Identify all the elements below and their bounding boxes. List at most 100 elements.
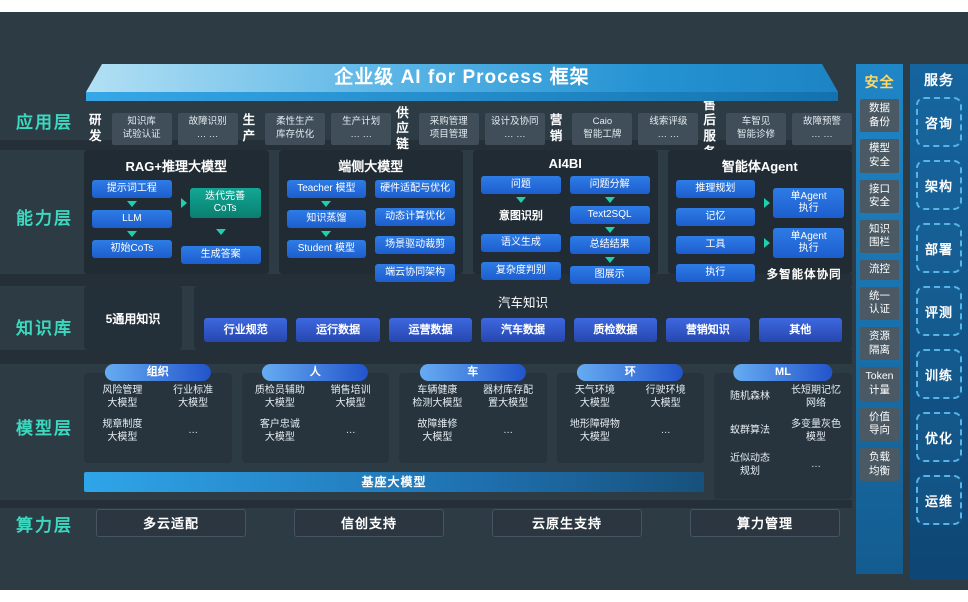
flow-chip: 图展示 xyxy=(569,266,650,284)
layer-separator xyxy=(0,140,852,150)
agent-note: 多智能体协同 xyxy=(766,269,842,281)
model-layer-row: 组织 风险管理 大模型 行业标准 大模型 规章制度 大模型 … 人质检员辅助 大模型 销售培… xyxy=(84,364,852,502)
flow-chip-with-arrow: 迭代完善 CoTs xyxy=(180,188,261,218)
flow-column: 硬件适配与优化 动态计算优化 场景驱动裁剪 端云协同架构 xyxy=(375,180,455,282)
compute-chip: 算力管理 xyxy=(690,509,840,537)
app-chip: 车智见 智能诊修 xyxy=(725,113,786,145)
arrow-down-icon xyxy=(604,227,615,233)
flow-column: Teacher 模型 知识蒸馏 Student 模型 xyxy=(286,180,367,282)
flow-column: 迭代完善 CoTs 生成答案 xyxy=(180,180,261,267)
auto-knowledge-title: 汽车知识 xyxy=(497,296,548,310)
security-item: 接口 安全 xyxy=(860,179,899,213)
flow-chip: 记忆 xyxy=(675,208,756,226)
model-item: 器材库存配 置大模型 xyxy=(483,385,534,409)
knowledge-chip: 营销知识 xyxy=(666,318,750,342)
capability-box-title: 智能体Agent xyxy=(721,159,798,174)
knowledge-chip: 质检数据 xyxy=(573,318,658,342)
flow-chip: 知识蒸馏 xyxy=(286,210,367,228)
capability-box-columns: Teacher 模型 知识蒸馏 Student 模型 硬件适配与优化 动态计算优化 场景驱… xyxy=(286,180,455,282)
flow-chip: 单Agent 执行 xyxy=(773,188,844,218)
app-group: 供应 链采购管理 项目管理 设计及协同 … … xyxy=(391,106,545,153)
model-group: 车车辆健康 检测大模型 器材库存配 置大模型 故障维修 大模型… xyxy=(399,364,547,463)
app-chip: Caio 智能工牌 xyxy=(572,113,633,145)
flow-chip: 端云协同架构 xyxy=(375,264,455,282)
base-model-bar: 基座大模型 xyxy=(84,472,704,492)
app-chip: 柔性生产 库存优化 xyxy=(265,113,326,145)
app-chip: 知识库 试验认证 xyxy=(111,113,172,145)
model-group-grid: 车辆健康 检测大模型 器材库存配 置大模型 故障维修 大模型… xyxy=(403,385,543,444)
app-group-chips: 车智见 智能诊修 故障预警 … … xyxy=(725,113,852,145)
model-group: 组织 风险管理 大模型 行业标准 大模型 规章制度 大模型… xyxy=(84,364,232,463)
model-item: 销售培训 大模型 xyxy=(330,385,371,409)
auto-knowledge-container: 汽车知识 行业规范 运行数据 运营数据 汽车数据 质检数据 营销知识 其他 xyxy=(194,286,852,350)
security-item: 知识 围栏 xyxy=(860,219,899,254)
app-group-label: 供应 链 xyxy=(396,105,409,151)
flow-chip: 推理规划 xyxy=(675,180,756,198)
flow-chip: 生成答案 xyxy=(180,246,261,264)
model-group-pill: 环 xyxy=(577,364,684,381)
flow-chip-with-arrow: 单Agent 执行 xyxy=(764,228,844,258)
model-item: 质检员辅助 大模型 xyxy=(254,385,305,409)
flow-chip: 语义生成 xyxy=(481,234,561,252)
arrow-down-icon xyxy=(321,201,332,207)
arrow-down-icon xyxy=(604,197,615,203)
diagram-canvas: 应用层 能力层 知识库 模型层 算力层 企业级 AI for Process 框架 研发… xyxy=(0,12,968,590)
flow-chip: 执行 xyxy=(675,264,756,282)
app-chip: 采购管理 项目管理 xyxy=(418,113,479,145)
model-group-grid: 随机森林 长短期记忆 网络 蚁群算法 多变量灰色 模型 近似动态 规划… xyxy=(718,385,848,478)
arrow-right-icon xyxy=(764,238,771,248)
service-items: 咨询 架构 部署 评测 训练 优化 运维 xyxy=(910,97,968,525)
flow-column: 问题 意图识别 语义生成 复杂度判别 xyxy=(481,176,561,284)
service-header: 服务 xyxy=(924,72,954,88)
security-item: 模型 安全 xyxy=(860,139,899,173)
flow-chip-with-arrow: 单Agent 执行 xyxy=(764,188,844,218)
model-item: 多变量灰色 模型 xyxy=(791,419,841,443)
compute-layer-row: 多云适配 信创支持 云原生支持 算力管理 xyxy=(84,508,852,538)
security-column: 安全 数据 备份 模型 安全 接口 安全 知识 围栏 流控 统一 认证 资源 隔离 Token… xyxy=(856,64,903,574)
flow-chip: 提示词工程 xyxy=(92,180,172,198)
app-chip: 线索评级 … … xyxy=(638,113,699,145)
layer-label: 能力层 xyxy=(16,209,73,228)
app-group: 研发 知识库 试验认证 故障识别 … … xyxy=(84,113,238,145)
knowledge-layer-row: 5通用知识 汽车知识 行业规范 运行数据 运营数据 汽车数据 质检数据 营销知识 其他 xyxy=(84,286,852,350)
arrow-down-icon xyxy=(215,229,226,235)
flow-chip: Student 模型 xyxy=(286,240,367,258)
flow-chip: 场景驱动裁剪 xyxy=(375,236,455,254)
model-group-pill: 人 xyxy=(262,364,369,381)
capability-box-title: 端侧大模型 xyxy=(338,159,404,174)
security-item: 统一 认证 xyxy=(860,286,899,321)
app-group-label: 售后 服务 xyxy=(703,97,716,159)
model-item: … xyxy=(811,459,821,471)
model-group-pill: 车 xyxy=(419,364,526,381)
model-item: 蚁群算法 xyxy=(730,425,770,437)
arrow-right-icon xyxy=(764,198,771,208)
arrow-down-icon xyxy=(604,257,615,263)
banner-title: 企业级 AI for Process 框架 xyxy=(334,67,590,88)
banner-edge xyxy=(86,92,838,101)
service-item: 训练 xyxy=(916,349,962,399)
application-layer-row: 研发 知识库 试验认证 故障识别 … … 生产 柔性生产 库存优化 生产计划 … … 供应 … xyxy=(84,98,852,159)
flow-chip: 总结结果 xyxy=(569,236,650,254)
model-group: ML 随机森林 长短期记忆 网络 蚁群算法 多变量灰色 模型 近似动态 规划… xyxy=(714,364,852,499)
layer-separator xyxy=(0,500,852,508)
model-item: … xyxy=(188,425,199,437)
flow-column: 单Agent 执行 单Agent 执行 多智能体协同 xyxy=(764,180,844,282)
capability-box-title: RAG+推理大模型 xyxy=(125,159,227,174)
app-group: 生产 柔性生产 库存优化 生产计划 … … xyxy=(238,113,392,145)
knowledge-chip: 行业规范 xyxy=(204,318,288,342)
knowledge-chip: 汽车数据 xyxy=(481,318,565,342)
capability-box-columns: 提示词工程 LLM 初始CoTs 迭代完善 CoTs 生成答案 xyxy=(92,180,261,267)
model-item: 风险管理 大模型 xyxy=(102,385,143,409)
flow-chip: LLM xyxy=(92,210,172,228)
app-group-chips: 柔性生产 库存优化 生产计划 … … xyxy=(265,113,392,145)
security-header: 安全 xyxy=(864,74,895,90)
model-groups: 组织 风险管理 大模型 行业标准 大模型 规章制度 大模型 … 人质检员辅助 大模型 销售培… xyxy=(84,364,704,463)
arrow-right-icon xyxy=(180,198,187,208)
service-item: 评测 xyxy=(916,286,962,336)
capability-box-title: AI4BI xyxy=(548,156,582,171)
app-group-label: 研发 xyxy=(89,113,102,143)
app-group-chips: 采购管理 项目管理 设计及协同 … … xyxy=(418,113,545,145)
app-chip: 故障识别 … … xyxy=(177,113,238,145)
flow-chip: 硬件适配与优化 xyxy=(375,180,455,198)
